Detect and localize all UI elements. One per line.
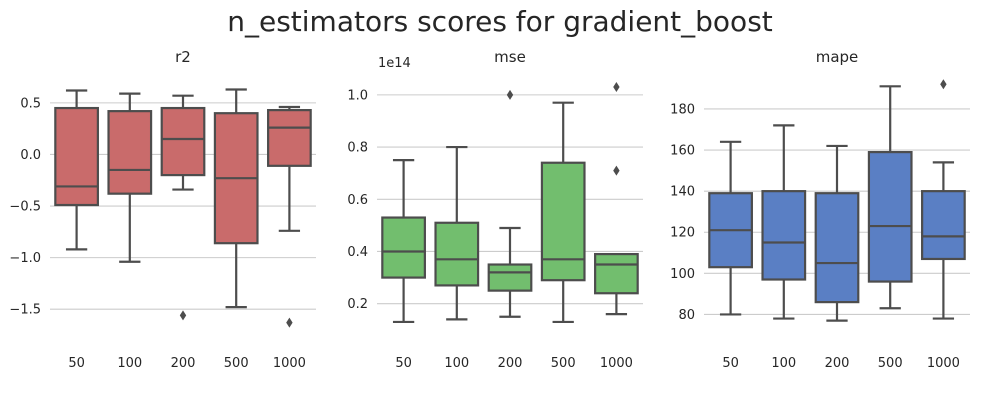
- subplot-title: mape: [816, 48, 859, 66]
- box-body: [867, 150, 913, 283]
- x-tick-label: 100: [117, 356, 142, 371]
- x-tick-label: 50: [722, 356, 739, 371]
- outlier-point: [506, 89, 514, 100]
- box-body: [761, 190, 807, 281]
- x-tick-label: 500: [551, 356, 576, 371]
- axis-offset-label: 1e14: [378, 56, 411, 71]
- x-tick-label: 100: [444, 356, 469, 371]
- y-tick-label: −1.0: [9, 251, 41, 266]
- y-tick-label: 100: [670, 267, 695, 282]
- box-200: [160, 94, 206, 321]
- y-tick-label: 0.8: [347, 141, 368, 156]
- y-tick-label: 120: [670, 226, 695, 241]
- y-tick-label: 0.4: [347, 245, 368, 260]
- y-tick-label: 80: [678, 308, 695, 323]
- x-tick-label: 50: [395, 356, 412, 371]
- subplot-r2: r2 0.5 0.0 −0.5 −1.0 −1.5 50 100 200 500 1000: [9, 48, 316, 371]
- box-500: [213, 88, 259, 309]
- box-200: [487, 89, 533, 318]
- box-body: [381, 216, 426, 279]
- box-100: [434, 145, 480, 321]
- box-body: [54, 106, 99, 207]
- y-tick-label: 0.0: [20, 148, 41, 163]
- box-500: [867, 85, 913, 310]
- y-tick-label: 0.2: [347, 297, 368, 312]
- y-tick-label: 0.5: [20, 96, 41, 111]
- box-500: [540, 101, 586, 324]
- x-tick-label: 100: [771, 356, 796, 371]
- box-100: [761, 124, 807, 320]
- box-body: [540, 161, 586, 282]
- box-body: [107, 110, 153, 195]
- outlier-point: [179, 310, 187, 321]
- x-tick-label: 50: [68, 356, 85, 371]
- x-tick-label: 1000: [927, 356, 960, 371]
- y-tick-label: 160: [670, 144, 695, 159]
- subplot-mse: mse 1e14 1.0 0.8 0.6 0.4 0.2 50 100 200 500 1000: [347, 48, 643, 371]
- x-tick-label: 500: [878, 356, 903, 371]
- box-1000: [921, 79, 966, 320]
- x-tick-label: 200: [498, 356, 523, 371]
- outlier-point: [286, 317, 293, 328]
- x-tick-label: 200: [171, 356, 196, 371]
- box-50: [708, 140, 753, 316]
- box-body: [594, 252, 639, 295]
- outlier-point: [613, 82, 620, 93]
- box-body: [921, 190, 966, 261]
- box-body: [814, 192, 860, 304]
- x-tick-label: 1000: [273, 356, 306, 371]
- box-body: [487, 263, 533, 292]
- box-100: [107, 92, 153, 263]
- x-tick-label: 200: [825, 356, 850, 371]
- box-1000: [594, 82, 639, 316]
- y-tick-label: 140: [670, 185, 695, 200]
- outlier-point: [613, 165, 620, 176]
- y-tick-label: 1.0: [347, 88, 368, 103]
- subplot-mape: mape 180 160 140 120 100 80 50 100 200 500 1000: [670, 48, 970, 371]
- box-200: [814, 144, 860, 322]
- y-tick-label: 180: [670, 102, 695, 117]
- y-tick-label: −0.5: [9, 200, 41, 215]
- x-tick-label: 500: [224, 356, 249, 371]
- figure-title: n_estimators scores for gradient_boost: [227, 5, 773, 38]
- box-50: [381, 159, 426, 324]
- subplot-title: r2: [175, 48, 191, 66]
- y-tick-label: −1.5: [9, 303, 41, 318]
- outlier-point: [940, 79, 947, 90]
- y-tick-label: 0.6: [347, 193, 368, 208]
- x-tick-label: 1000: [600, 356, 633, 371]
- box-50: [54, 89, 99, 251]
- subplots: r2 0.5 0.0 −0.5 −1.0 −1.5 50 100 200 500 1000 mse 1e…: [9, 48, 970, 371]
- box-1000: [267, 105, 312, 328]
- box-body: [267, 109, 312, 167]
- box-body: [434, 221, 480, 287]
- subplot-title: mse: [494, 48, 526, 66]
- box-body: [160, 106, 206, 177]
